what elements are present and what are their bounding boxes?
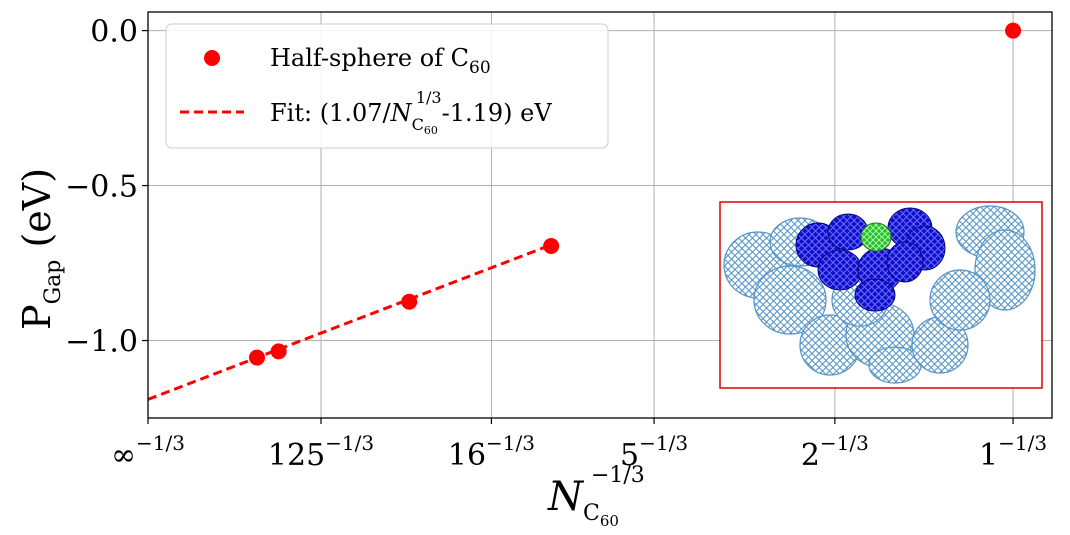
y-tick-label: −1.0 [65,325,138,360]
y-tick-label: 0.0 [90,15,138,50]
legend-marker-points [204,50,220,66]
x-tick-label: 2−1/3 [801,431,869,473]
y-axis-label: PGap (eV) [15,168,66,330]
data-point [270,343,287,360]
legend-label-points: Half-sphere of C60 [270,44,491,78]
data-point [543,237,560,254]
x-axis-label: NC60−1/3 [547,463,645,530]
y-tick-label: −0.5 [65,170,138,205]
inset-fullerene-image [719,201,1043,389]
data-point [1005,22,1022,39]
data-point [401,293,418,310]
legend: Half-sphere of C60 Fit: (1.07/NC601/3-1.… [165,23,609,149]
x-tick-label: ∞−1/3 [111,431,185,473]
x-tick-label: 5−1/3 [620,431,688,473]
x-tick-label: 16−1/3 [448,431,535,473]
fit-line [147,243,552,401]
plot-frame [147,11,1053,419]
legend-label-fit: Fit: (1.07/NC601/3-1.19) eV [270,88,552,137]
y-axis-ticks: 0.0 −0.5 −1.0 [65,15,148,360]
x-tick-label: 125−1/3 [268,431,374,473]
data-point [248,349,265,366]
points-layer [248,22,1022,366]
fit-layer [147,243,552,401]
x-tick-label: 1−1/3 [979,431,1047,473]
inner-fullerenes [795,207,946,312]
x-axis-ticks: ∞−1/3 125−1/3 16−1/3 5−1/3 2−1/3 1−1/3 [111,418,1047,473]
